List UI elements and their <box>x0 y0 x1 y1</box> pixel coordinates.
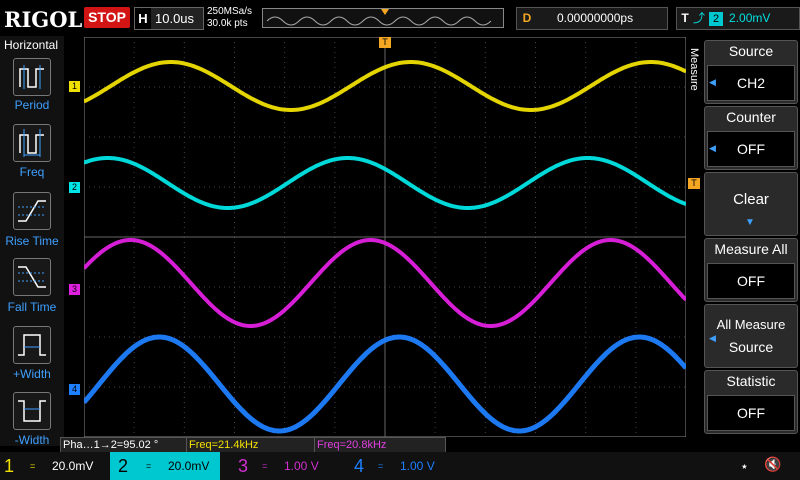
rise-time-label: Rise Time <box>5 234 59 248</box>
source-title: Source <box>728 43 774 59</box>
statistic-value: OFF <box>707 395 795 431</box>
negative-width-icon <box>18 400 46 422</box>
source-value: CH2 <box>707 65 795 101</box>
rising-edge-icon: ⤴ <box>693 11 706 25</box>
ch1-scale[interactable]: 20.0mV <box>52 459 94 473</box>
dc-coupling-icon: = <box>262 461 268 471</box>
ch2-scale[interactable]: 20.0mV <box>168 459 210 473</box>
frequency-icon <box>19 129 44 157</box>
all-measure-source-softkey[interactable]: All Measure Source ◀ <box>704 304 798 368</box>
select-arrow-icon: ◀ <box>709 77 716 87</box>
delay-value: 0.00000000ps <box>557 11 634 25</box>
sample-rate: 250MSa/s <box>207 6 253 17</box>
measurement-freq-ch3: Freq=20.8kHz <box>314 437 446 453</box>
select-arrow-icon: ◀ <box>709 143 716 153</box>
dc-coupling-icon: = <box>30 461 36 471</box>
counter-softkey[interactable]: Counter OFF ◀ <box>704 106 798 170</box>
measure-menu-tab: Measure <box>688 40 702 112</box>
rise-time-button[interactable] <box>13 192 51 230</box>
memory-position-strip[interactable] <box>262 8 504 28</box>
trigger-display[interactable]: T ⤴ 2 2.00mV <box>676 7 800 30</box>
ch1-offset-marker[interactable]: 1 <box>69 81 80 92</box>
memory-waveform-icon <box>266 9 492 26</box>
measure-all-softkey[interactable]: Measure All OFF <box>704 238 798 302</box>
ch1-waveform <box>84 60 686 112</box>
select-arrow-icon: ◀ <box>709 333 716 343</box>
measure-tab-label: Measure <box>688 48 700 91</box>
freq-button[interactable] <box>13 124 51 162</box>
ch2-label[interactable]: 2 <box>118 456 129 476</box>
run-stop-button[interactable]: STOP <box>84 7 130 28</box>
trigger-position-marker[interactable]: T <box>379 37 391 48</box>
freq-label: Freq <box>19 165 45 179</box>
clear-softkey[interactable]: Clear ▼ <box>704 172 798 236</box>
memory-depth: 30.0k pts <box>207 18 248 29</box>
ch1-label[interactable]: 1 <box>4 456 15 476</box>
dropdown-arrow-icon: ▼ <box>745 217 755 228</box>
period-icon <box>19 65 44 89</box>
measurement-freq-ch1: Freq=21.4kHz <box>186 437 316 453</box>
rise-time-icon <box>18 200 46 222</box>
trigger-source: 2 <box>709 12 724 26</box>
speaker-muted-icon[interactable]: 🔇 <box>764 456 782 472</box>
counter-title: Counter <box>726 109 776 125</box>
trigger-level: 2.00mV <box>729 11 771 25</box>
counter-value: OFF <box>707 131 795 167</box>
ch4-label[interactable]: 4 <box>354 456 365 476</box>
fall-time-icon <box>18 266 46 288</box>
delay-display[interactable]: D 0.00000000ps <box>516 7 668 30</box>
period-label: Period <box>14 98 50 112</box>
ch3-label[interactable]: 3 <box>238 456 249 476</box>
positive-width-label: +Width <box>13 367 51 381</box>
positive-width-button[interactable] <box>13 326 51 364</box>
usb-icon: ⋆ <box>740 458 749 474</box>
negative-width-button[interactable] <box>13 392 51 430</box>
clear-title: Clear <box>733 191 769 208</box>
acquisition-info: 250MSa/s 30.0k pts <box>207 6 252 30</box>
left-panel-title: Horizontal <box>3 38 59 52</box>
left-measure-panel <box>0 36 64 446</box>
timebase-display[interactable]: H 10.0us <box>134 7 204 30</box>
statistic-softkey[interactable]: Statistic OFF <box>704 370 798 434</box>
ch2-waveform <box>84 156 686 210</box>
measure-all-value: OFF <box>707 263 795 299</box>
delay-label: D <box>522 11 532 25</box>
ch3-offset-marker[interactable]: 3 <box>69 284 80 295</box>
negative-width-label: -Width <box>14 433 50 447</box>
trigger-level-marker[interactable]: T <box>688 178 700 189</box>
fall-time-button[interactable] <box>13 258 51 296</box>
ch3-waveform <box>84 238 686 328</box>
all-measure-value: Source <box>728 339 774 355</box>
ch4-scale[interactable]: 1.00 V <box>400 459 435 473</box>
ch4-waveform <box>84 334 686 434</box>
positive-width-icon <box>18 334 46 356</box>
timebase-value: 10.0us <box>155 11 195 26</box>
source-softkey[interactable]: Source CH2 ◀ <box>704 40 798 104</box>
measurement-phase: Pha…1→2=95.02 ° <box>60 437 188 453</box>
horizontal-label: H <box>135 8 151 29</box>
statistic-title: Statistic <box>726 373 776 389</box>
ch3-scale[interactable]: 1.00 V <box>284 459 319 473</box>
trigger-label: T <box>681 11 689 25</box>
fall-time-label: Fall Time <box>7 300 57 314</box>
period-button[interactable] <box>13 58 51 96</box>
all-measure-title: All Measure <box>716 317 786 332</box>
dc-coupling-icon: = <box>378 461 384 471</box>
dc-coupling-icon: = <box>146 461 152 471</box>
measure-all-title: Measure All <box>714 241 788 257</box>
ch4-offset-marker[interactable]: 4 <box>69 384 80 395</box>
ch2-offset-marker[interactable]: 2 <box>69 182 80 193</box>
brand-logo: RIGOL <box>4 7 83 32</box>
waveform-display[interactable] <box>84 37 686 437</box>
ch2-active-box[interactable] <box>110 452 220 480</box>
